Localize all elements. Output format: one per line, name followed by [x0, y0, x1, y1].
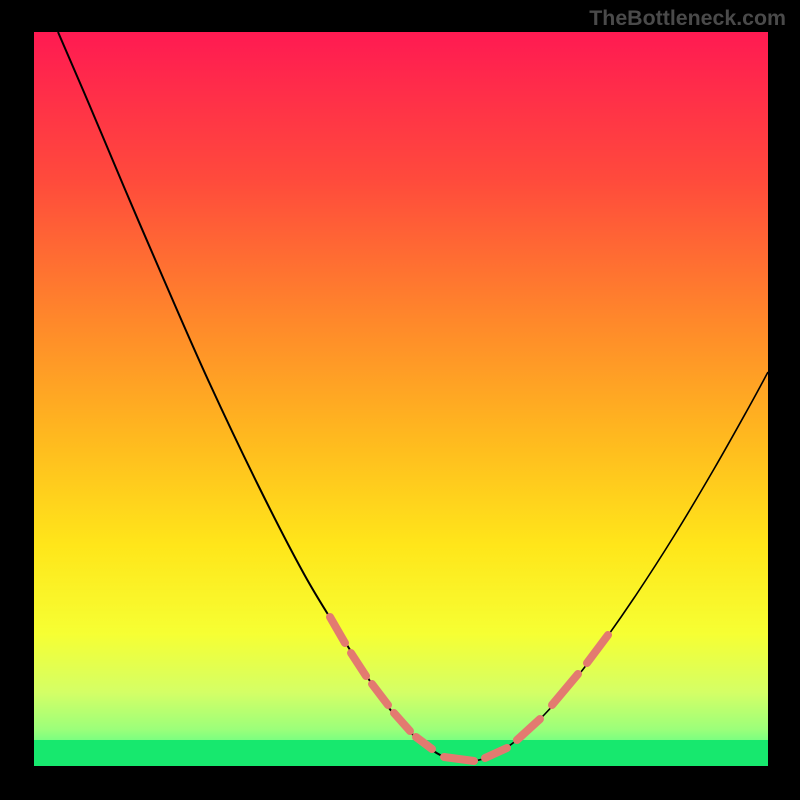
curve-left [58, 32, 462, 762]
curve-right [462, 372, 768, 762]
salmon-overlay-group [330, 617, 608, 761]
salmon-segment [330, 617, 345, 643]
watermark-text: TheBottleneck.com [589, 6, 786, 31]
salmon-segment [485, 748, 507, 758]
salmon-segment [517, 719, 540, 740]
plot-area [34, 32, 768, 766]
salmon-segment [372, 684, 388, 705]
chart-svg [34, 32, 768, 766]
salmon-segment [394, 713, 410, 731]
salmon-segment [416, 737, 432, 749]
salmon-segment [351, 653, 366, 676]
salmon-segment [552, 674, 578, 705]
salmon-segment [444, 757, 474, 761]
salmon-segment [587, 635, 608, 663]
